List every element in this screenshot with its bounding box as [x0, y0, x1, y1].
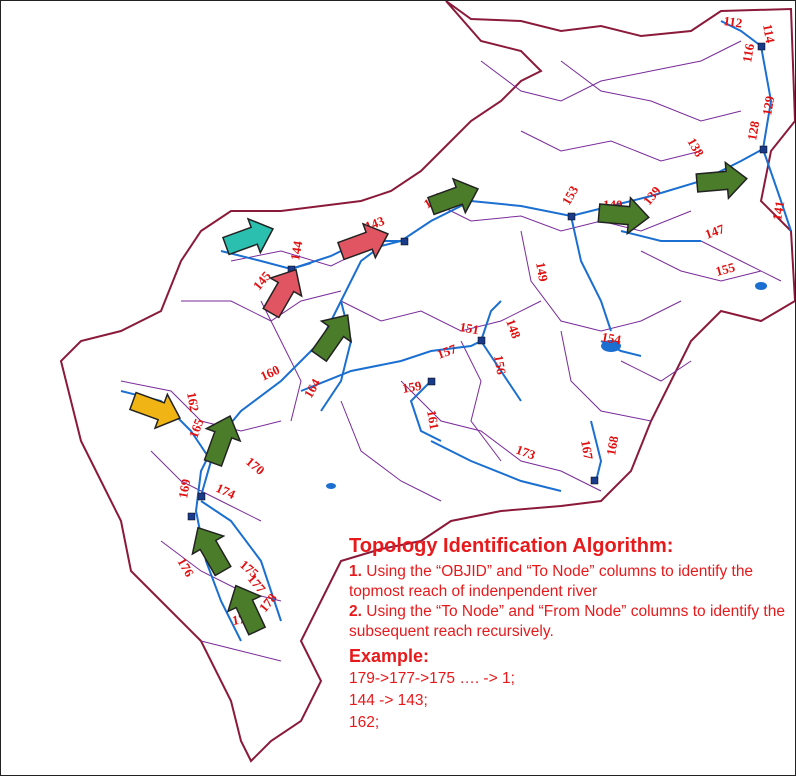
reach-label: 144 — [287, 239, 305, 261]
green-arrow-icon — [310, 314, 352, 363]
example-line: 144 -> 143; — [349, 692, 428, 709]
reach-label: 167 — [578, 439, 596, 461]
step-1-text: Using the “OBJID” and “To Node” columns … — [349, 563, 754, 600]
reach-label: 153 — [559, 183, 582, 208]
step-2-number: 2. — [349, 603, 362, 620]
reach-label: 112 — [723, 13, 744, 30]
reach-label: 164 — [301, 376, 324, 401]
reach-label: 160 — [258, 362, 282, 384]
yellow-arrow-icon — [128, 391, 182, 430]
algorithm-legend: Topology Identification Algorithm: 1. Us… — [349, 535, 789, 734]
example-line: 179->177->175 …. -> 1; — [349, 670, 515, 687]
reach-label: 149 — [533, 261, 551, 283]
green-arrow-icon — [191, 526, 232, 577]
step-1-number: 1. — [349, 563, 362, 580]
reach-label: 151 — [458, 319, 480, 337]
reach-label: 139 — [640, 183, 664, 208]
reach-label: 161 — [424, 409, 442, 431]
reach-label: 145 — [250, 268, 274, 293]
reach-label: 128 — [744, 119, 762, 141]
reach-label: 129 — [759, 94, 777, 116]
reach-label: 165 — [186, 416, 207, 440]
reach-label: 138 — [684, 135, 707, 160]
reach-label: 116 — [739, 42, 757, 64]
water-bodies — [326, 282, 767, 489]
flow-arrows — [128, 160, 748, 636]
teal-arrow-icon — [221, 217, 275, 256]
reach-label: 170 — [243, 454, 268, 478]
reach-label: 173 — [514, 442, 538, 463]
reach-label: 176 — [174, 555, 197, 580]
green-arrow-icon — [695, 160, 748, 201]
reach-label: 157 — [435, 341, 459, 362]
reach-label: 169 — [175, 477, 193, 499]
river-nodes — [187, 42, 768, 521]
red-arrow-icon — [262, 268, 303, 319]
basin-boundary — [59, 1, 795, 763]
green-arrow-icon — [426, 177, 480, 216]
legend-step-1: 1. Using the “OBJID” and “To Node” colum… — [349, 562, 789, 602]
reach-label: 162 — [184, 391, 202, 413]
reach-label: 155 — [714, 259, 737, 279]
legend-title: Topology Identification Algorithm: — [349, 535, 674, 557]
step-2-text: Using the “To Node” and “From Node” colu… — [349, 603, 785, 640]
reach-label: 114 — [760, 23, 778, 45]
subbasin-boundaries — [120, 40, 782, 662]
green-arrow-icon — [203, 414, 242, 468]
green-arrow-icon — [226, 584, 267, 636]
example-line: 162; — [349, 714, 380, 731]
reach-label: 154 — [600, 329, 622, 347]
red-arrow-icon — [336, 222, 390, 261]
reach-label: 147 — [703, 221, 727, 242]
reach-label: 156 — [491, 354, 509, 376]
reach-label: 159 — [401, 378, 423, 396]
example-title: Example: — [349, 646, 430, 666]
legend-step-2: 2. Using the “To Node” and “From Node” c… — [349, 602, 789, 642]
reach-label: 148 — [503, 317, 524, 341]
reach-label: 168 — [603, 434, 621, 456]
reach-label: 141 — [769, 200, 787, 222]
green-arrow-icon — [597, 195, 650, 236]
